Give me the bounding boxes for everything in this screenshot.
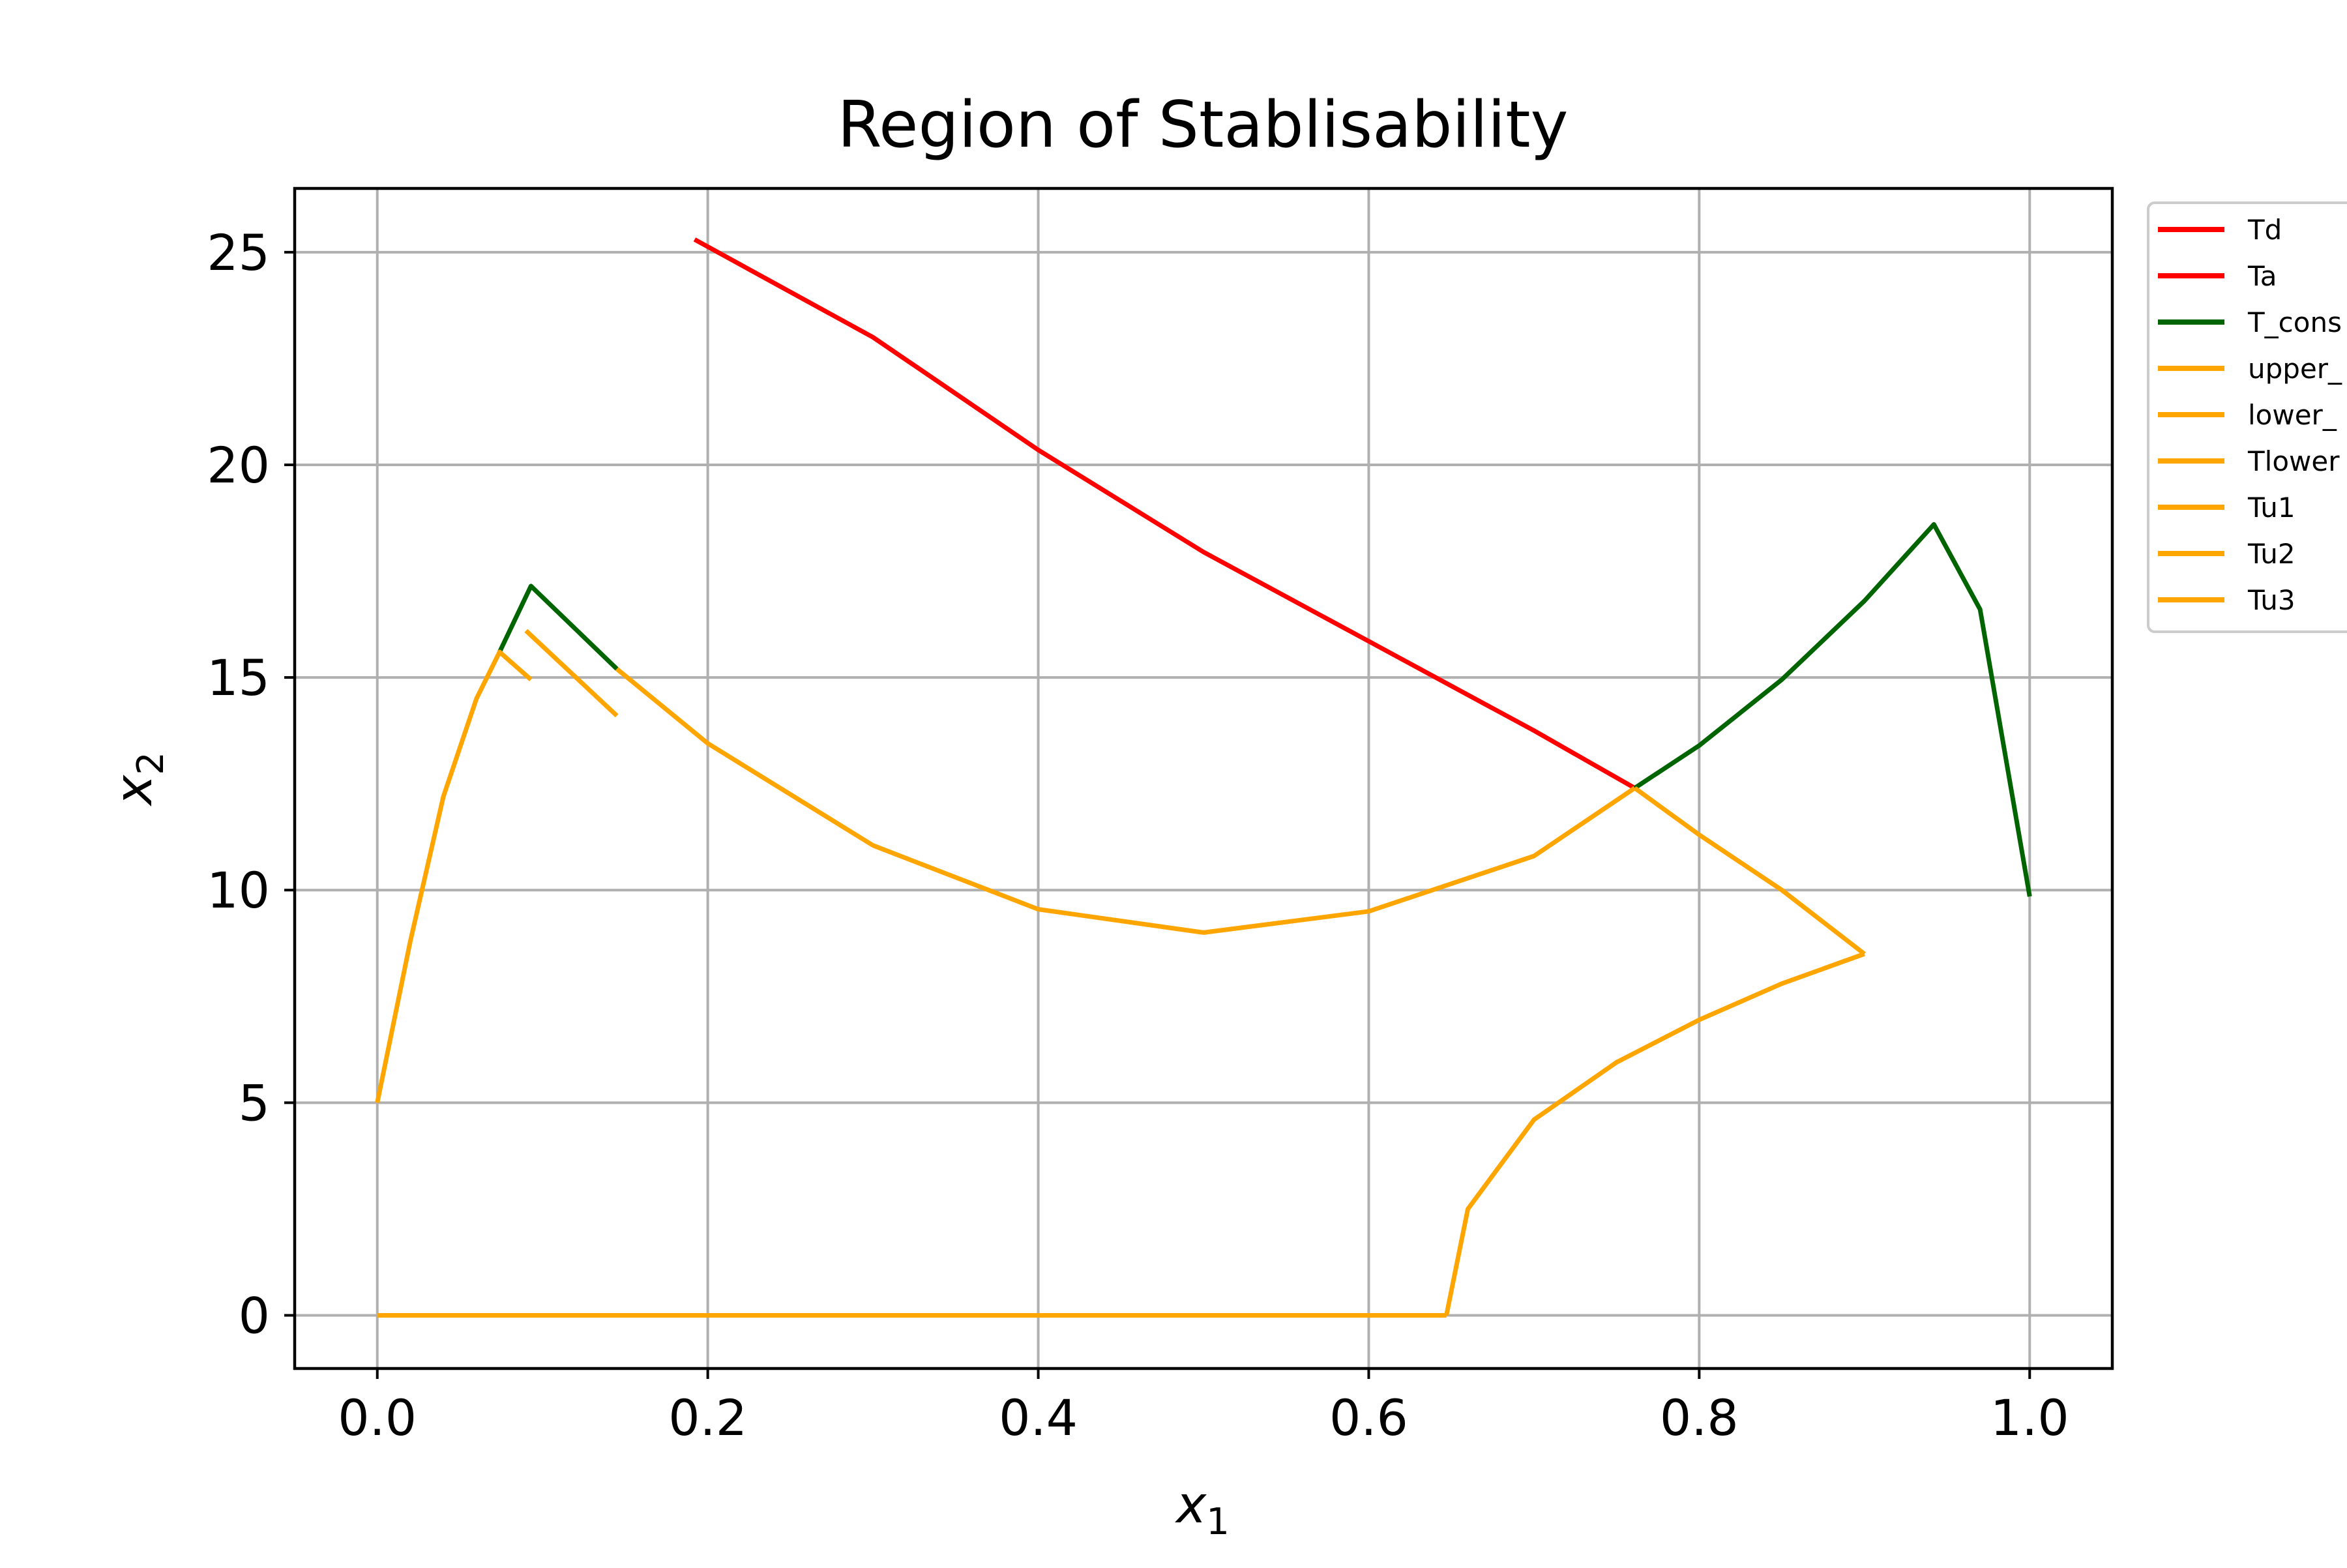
y-tick-label: 20 xyxy=(207,436,270,494)
axis-ticks: 0.0 0.2 0.4 0.6 0.8 1.0 0 5 10 15 20 25 xyxy=(207,224,2069,1447)
legend-label: Ta xyxy=(2247,260,2277,292)
y-tick-label: 5 xyxy=(239,1074,270,1132)
y-tick-label: 15 xyxy=(207,649,270,707)
series-line-tu3 xyxy=(1633,786,1866,956)
x-tick-label: 1.0 xyxy=(1990,1389,2069,1447)
plot-area-frame xyxy=(293,186,2114,1370)
series-line-tu2 xyxy=(524,629,619,718)
y-tick-label: 25 xyxy=(207,224,270,282)
series-line-t-cons xyxy=(497,584,619,671)
x-tick-label: 0.0 xyxy=(338,1389,417,1447)
series-line-td xyxy=(693,237,1636,790)
legend-label: Tlower xyxy=(2247,445,2340,477)
y-axis-label: x2 xyxy=(105,752,172,807)
grid xyxy=(295,188,2112,1368)
series-line-t-cons xyxy=(1633,522,2032,897)
x-axis-label: x1 xyxy=(1174,1476,1230,1543)
series-line-tu1 xyxy=(375,649,533,1104)
x-tick-label: 0.4 xyxy=(999,1389,1078,1447)
legend-label: Td xyxy=(2247,214,2282,246)
x-tick-label: 0.6 xyxy=(1329,1389,1408,1447)
legend-label: Tu2 xyxy=(2247,538,2295,570)
legend-label: upper_ xyxy=(2248,353,2342,385)
series-line-upper xyxy=(615,667,1636,935)
series-line-tlower xyxy=(1444,951,1865,1316)
legend: Td Ta T_cons upper_ lower_ Tlower Tu1 Tu2 Tu3 xyxy=(2147,201,2347,633)
legend-label: Tu3 xyxy=(2247,584,2295,616)
legend-label: T_cons xyxy=(2247,306,2342,338)
y-tick-label: 10 xyxy=(207,861,270,919)
series-lines xyxy=(375,237,2032,1318)
x-tick-label: 0.2 xyxy=(668,1389,747,1447)
legend-label: lower_ xyxy=(2248,399,2337,431)
legend-label: Tu1 xyxy=(2247,492,2295,524)
x-tick-label: 0.8 xyxy=(1660,1389,1739,1447)
legend-frame xyxy=(2147,201,2347,633)
y-tick-label: 0 xyxy=(239,1286,270,1344)
chart-title: Region of Stablisability xyxy=(837,88,1568,162)
